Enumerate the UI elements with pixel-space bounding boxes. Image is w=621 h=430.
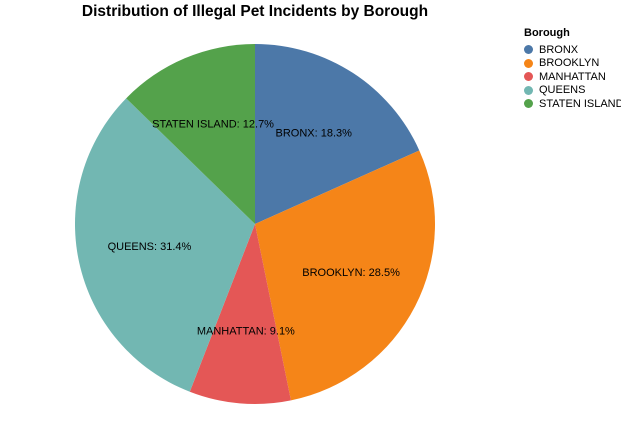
pie-slice-bronx [255, 44, 420, 224]
legend-item: QUEENS [524, 84, 621, 98]
pie-slice-brooklyn [255, 150, 435, 401]
pie-slice-staten-island [126, 44, 255, 224]
legend-label: MANHATTAN [539, 70, 606, 83]
pie-slices [74, 44, 435, 404]
pie-labels: BRONX: 18.3% BROOKLYN: 28.5% MANHATTAN: 9.… [108, 118, 401, 337]
slice-label: STATEN ISLAND: 12.7% [152, 118, 274, 130]
legend-swatch-icon [524, 58, 533, 68]
slice-label: QUEENS: 31.4% [108, 241, 192, 253]
legend-items: BRONX BROOKLYN MANHATTAN QUEENS STATEN ISLAN… [524, 43, 621, 111]
legend-label: BRONX [539, 43, 579, 56]
chart-title: Distribution of Illegal Pet Incidents by… [81, 3, 429, 20]
pie-slice-manhattan [189, 224, 291, 404]
legend-label: BROOKLYN [539, 57, 600, 70]
legend-item: STATEN ISLAND [524, 97, 621, 111]
legend-label: QUEENS [539, 84, 586, 97]
legend-swatch-icon [524, 45, 533, 55]
legend-item: BROOKLYN [524, 57, 621, 71]
legend-item: MANHATTAN [524, 70, 621, 84]
pie-slice-queens [74, 98, 256, 392]
legend: Borough BRONX BROOKLYN MANHATTAN QUEENS STAT… [524, 27, 621, 111]
legend-label: STATEN ISLAND [539, 97, 621, 110]
slice-label: BROOKLYN: 28.5% [302, 267, 400, 279]
slice-label: MANHATTAN: 9.1% [197, 326, 295, 338]
legend-item: BRONX [524, 43, 621, 57]
legend-swatch-icon [524, 85, 533, 95]
legend-title: Borough [524, 27, 570, 39]
slice-label: BRONX: 18.3% [276, 127, 353, 139]
legend-swatch-icon [524, 99, 533, 109]
legend-swatch-icon [524, 72, 533, 82]
